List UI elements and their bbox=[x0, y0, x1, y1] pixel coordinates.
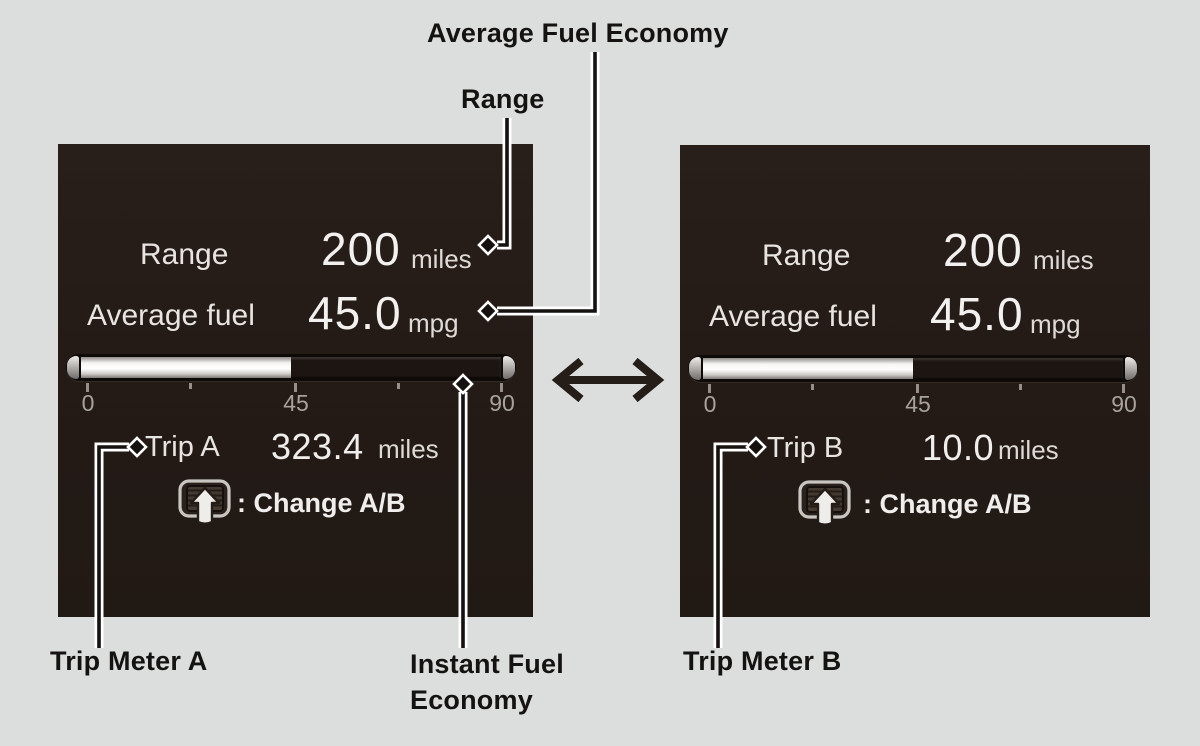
change-ab-label: : Change A/B bbox=[863, 489, 1032, 519]
average-fuel-unit: mpg bbox=[408, 308, 459, 338]
instant-fuel-economy-gauge bbox=[66, 354, 516, 381]
gauge-tick-label-0: 0 bbox=[703, 391, 717, 417]
callout-instant-fuel-economy: Instant Fuel Economy bbox=[410, 646, 600, 718]
callout-instant-fuel-economy-line1: Instant Fuel bbox=[410, 649, 564, 679]
gauge-tick-90 bbox=[500, 383, 503, 392]
gauge-track bbox=[81, 357, 501, 378]
gauge-fill bbox=[703, 358, 913, 379]
gauge-left-cap bbox=[689, 357, 701, 380]
trip-a-display-panel: Range 200 miles Average fuel 45.0 mpg 0 … bbox=[58, 144, 533, 617]
trip-b-label: Trip B bbox=[767, 432, 844, 464]
average-fuel-label: Average fuel bbox=[87, 299, 255, 332]
gauge-tick-0 bbox=[86, 383, 89, 392]
gauge-tick-45 bbox=[294, 383, 297, 392]
gauge-tick-minor bbox=[397, 383, 400, 389]
selector-knob-icon bbox=[178, 479, 231, 525]
gauge-tick-45 bbox=[916, 384, 919, 393]
gauge-track bbox=[703, 358, 1123, 379]
gauge-tick-90 bbox=[1122, 384, 1125, 393]
gauge-left-cap bbox=[67, 356, 79, 379]
gauge-tick-minor bbox=[189, 383, 192, 389]
average-fuel-value: 45.0 bbox=[930, 288, 1024, 340]
swap-arrow-icon bbox=[551, 357, 665, 403]
gauge-tick-label-45: 45 bbox=[905, 391, 931, 417]
gauge-tick-minor bbox=[1019, 384, 1022, 390]
average-fuel-value: 45.0 bbox=[308, 287, 402, 339]
average-fuel-unit: mpg bbox=[1030, 309, 1081, 339]
callout-range: Range bbox=[461, 84, 545, 114]
gauge-tick-0 bbox=[708, 384, 711, 393]
trip-b-value: 10.0 bbox=[922, 427, 995, 468]
gauge-tick-label-0: 0 bbox=[81, 390, 95, 416]
gauge-tick-minor bbox=[811, 384, 814, 390]
gauge-tick-label-45: 45 bbox=[283, 390, 309, 416]
instant-fuel-economy-gauge bbox=[688, 355, 1138, 382]
gauge-right-cap bbox=[1125, 357, 1137, 380]
range-label: Range bbox=[762, 239, 851, 272]
callout-trip-meter-b: Trip Meter B bbox=[683, 646, 842, 676]
trip-b-unit: miles bbox=[998, 435, 1059, 465]
change-ab-label: : Change A/B bbox=[237, 488, 406, 518]
trip-a-value: 323.4 bbox=[271, 426, 364, 467]
range-unit: miles bbox=[1033, 245, 1094, 275]
trip-a-label: Trip A bbox=[145, 431, 220, 463]
range-label: Range bbox=[140, 238, 229, 271]
gauge-tick-label-90: 90 bbox=[489, 390, 515, 416]
gauge-tick-label-90: 90 bbox=[1111, 391, 1137, 417]
range-value: 200 bbox=[943, 224, 1023, 276]
range-value: 200 bbox=[321, 223, 401, 275]
range-unit: miles bbox=[411, 244, 472, 274]
gauge-right-cap bbox=[503, 356, 515, 379]
trip-b-display-panel: Range 200 miles Average fuel 45.0 mpg 0 … bbox=[680, 145, 1150, 617]
callout-average-fuel-economy: Average Fuel Economy bbox=[427, 18, 729, 48]
callout-trip-meter-a: Trip Meter A bbox=[50, 646, 208, 676]
selector-knob-icon bbox=[798, 480, 851, 526]
callout-instant-fuel-economy-line2: Economy bbox=[410, 685, 533, 715]
trip-a-unit: miles bbox=[378, 434, 439, 464]
average-fuel-label: Average fuel bbox=[709, 300, 877, 333]
gauge-fill bbox=[81, 357, 291, 378]
